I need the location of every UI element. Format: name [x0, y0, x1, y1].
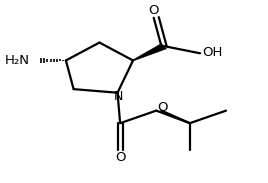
Text: OH: OH — [203, 46, 223, 59]
Text: H₂N: H₂N — [5, 54, 30, 67]
Text: O: O — [115, 151, 125, 164]
Text: O: O — [148, 3, 159, 17]
Polygon shape — [133, 43, 167, 61]
Text: O: O — [158, 101, 168, 114]
Text: N: N — [114, 90, 124, 103]
